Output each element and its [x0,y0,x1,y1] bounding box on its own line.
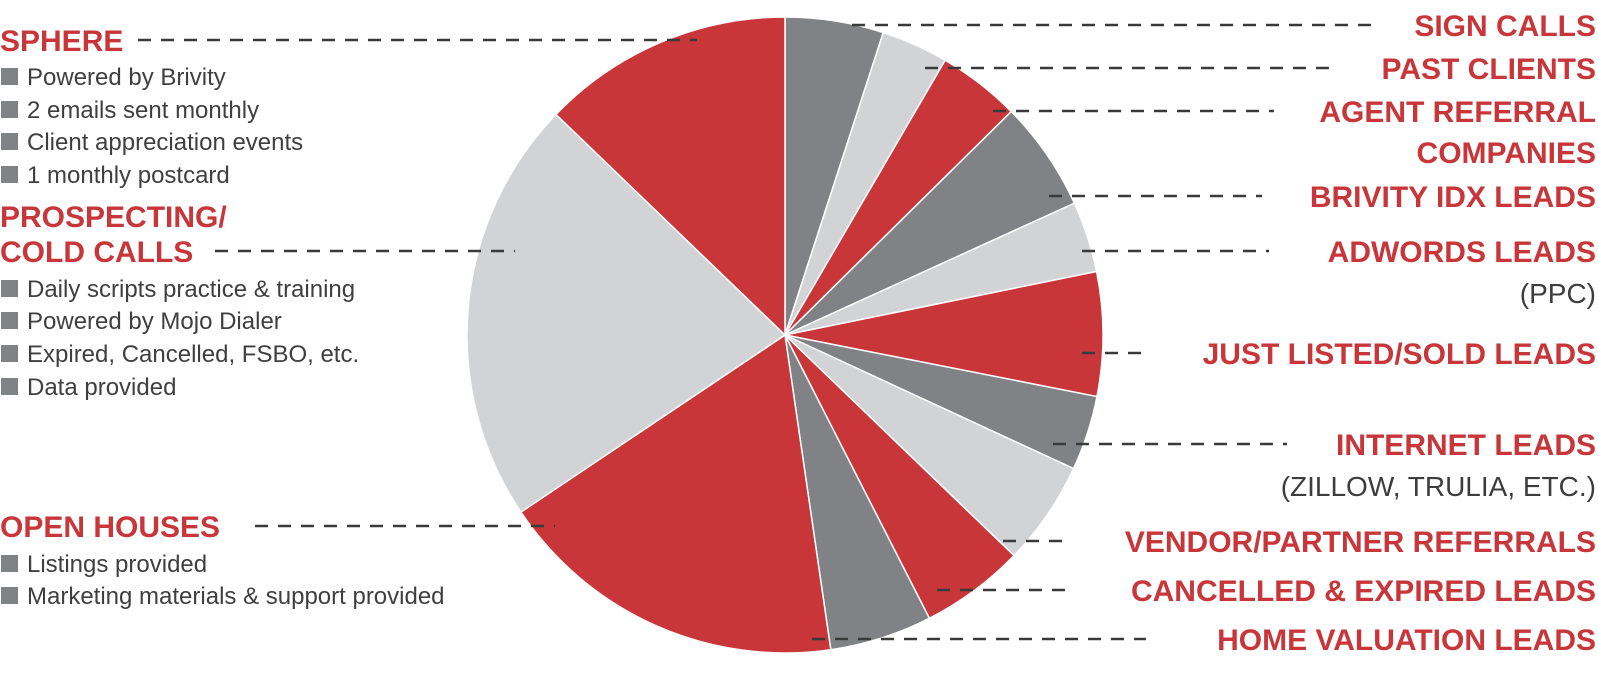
left-bullet-item: Client appreciation events [27,129,303,156]
left-group-title-line: PROSPECTING/ [0,201,227,234]
left-group-title-line: OPEN HOUSES [0,511,220,544]
right-label-line: CANCELLED & EXPIRED LEADS [1131,575,1596,608]
right-label-line: COMPANIES [1417,137,1596,170]
left-label-groups: SPHERE Powered by Brivity 2 emails sent mo… [0,25,445,610]
bullet-square-icon [1,378,18,395]
right-label-subtitle: (PPC) [1520,278,1596,309]
left-bullet-item: Daily scripts practice & training [27,276,355,303]
right-label-line: SIGN CALLS [1414,10,1596,43]
left-bullet-item: 2 emails sent monthly [27,97,259,124]
left-bullet-item: Listings provided [27,551,207,578]
pie-slice-6 [784,270,1104,398]
bullet-square-icon [1,68,18,85]
bullet-square-icon [1,133,18,150]
right-label-subtitle: (ZILLOW, TRULIA, ETC.) [1281,471,1596,502]
bullet-square-icon [1,166,18,183]
pie-slice-11 [519,333,832,654]
pie-slices [466,16,1104,654]
left-bullet-item: 1 monthly postcard [27,162,230,189]
right-label-line: HOME VALUATION LEADS [1217,624,1596,657]
right-label-line: INTERNET LEADS [1336,429,1596,462]
right-labels: SIGN CALLS PAST CLIENTS AGENT REFERRAL COMP… [1125,10,1596,657]
right-label-line: PAST CLIENTS [1382,53,1596,86]
right-label-line: AGENT REFERRAL [1319,96,1596,129]
pie-slice-13 [554,16,786,337]
bullet-square-icon [1,312,18,329]
leader-lines [138,23,1372,641]
left-bullet-item: Data provided [27,374,176,401]
bullet-square-icon [1,555,18,572]
left-bullet-item: Marketing materials & support provided [27,583,445,610]
left-bullet-item: Expired, Cancelled, FSBO, etc. [27,341,359,368]
left-bullet-item: Powered by Mojo Dialer [27,308,282,335]
right-label-line: ADWORDS LEADS [1328,236,1596,269]
bullet-square-icon [1,345,18,362]
left-group-title-line: SPHERE [0,25,123,58]
left-group-title-line: COLD CALLS [0,236,193,269]
bullet-square-icon [1,101,18,118]
pie-slice-12 [466,113,787,514]
bullet-square-icon [1,587,18,604]
right-label-line: JUST LISTED/SOLD LEADS [1203,338,1596,371]
bullet-square-icon [1,280,18,297]
left-bullet-item: Powered by Brivity [27,64,226,91]
right-label-line: VENDOR/PARTNER REFERRALS [1125,526,1596,559]
right-label-line: BRIVITY IDX LEADS [1310,181,1596,214]
